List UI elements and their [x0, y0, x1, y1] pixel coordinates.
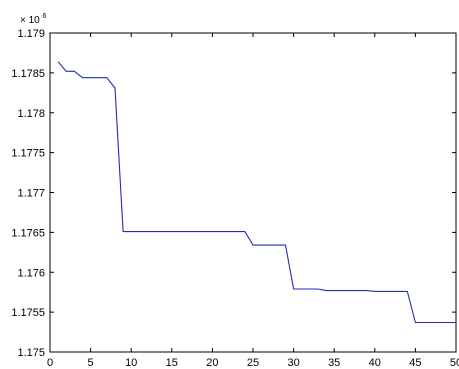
y-tick-label: 1.177: [17, 188, 45, 200]
y-tick-label: 1.1755: [11, 307, 45, 319]
y-tick-label: 1.178: [17, 108, 45, 120]
x-tick-label: 35: [328, 357, 340, 369]
series-line: [57, 61, 456, 324]
x-tick-label: 15: [166, 357, 178, 369]
tick-labels: 0 5 10 15 20 25 30 35 40 45 50 1.175 1.1755 1.176 1.17…: [11, 28, 459, 369]
y-tick-label: 1.175: [17, 347, 45, 359]
y-axis-multiplier-base: × 10: [20, 15, 40, 26]
y-tick-label: 1.1785: [11, 68, 45, 80]
y-tick-label: 1.1765: [11, 227, 45, 239]
x-tick-label: 25: [247, 357, 259, 369]
y-axis-multiplier-exponent: 6: [43, 13, 47, 20]
y-tick-label: 1.176: [17, 267, 45, 279]
x-tick-label: 50: [450, 357, 459, 369]
x-tick-label: 30: [287, 357, 299, 369]
y-tick-label: 1.1775: [11, 148, 45, 160]
y-tick-label: 1.179: [17, 28, 45, 40]
y-axis-multiplier: × 10 6: [20, 13, 47, 26]
x-tick-label: 40: [369, 357, 381, 369]
x-tick-label: 20: [206, 357, 218, 369]
x-tick-label: 5: [88, 357, 94, 369]
x-tick-label: 10: [125, 357, 137, 369]
axis-ticks: [49, 32, 457, 353]
x-tick-label: 0: [47, 357, 53, 369]
x-tick-label: 45: [409, 357, 421, 369]
